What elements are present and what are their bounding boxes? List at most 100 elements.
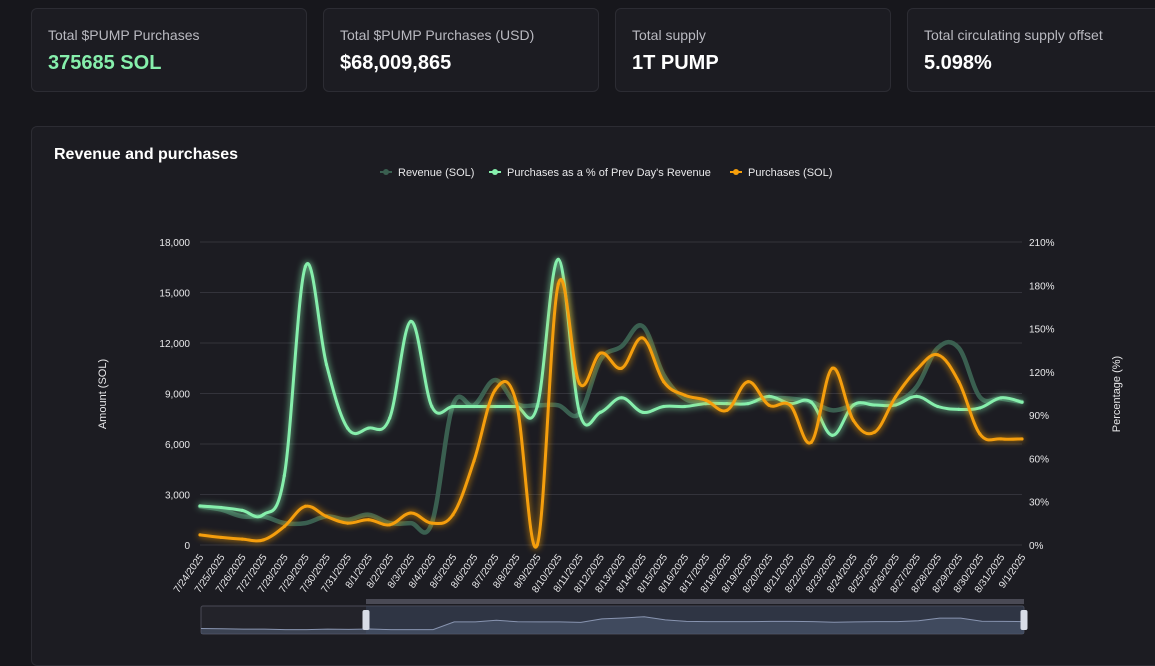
data-point[interactable] [830,408,834,412]
data-point[interactable] [936,404,940,409]
zoom-handle-right[interactable] [1020,610,1028,630]
data-point[interactable] [367,513,371,517]
data-point[interactable] [240,508,244,512]
data-point[interactable] [704,402,708,406]
data-point[interactable] [851,418,855,423]
data-point[interactable] [240,514,244,518]
data-point[interactable] [957,380,961,384]
legend-item[interactable]: Purchases as a % of Prev Day's Revenue [489,167,711,179]
data-point[interactable] [662,380,666,384]
data-point[interactable] [409,319,413,323]
data-point[interactable] [282,524,286,529]
data-point[interactable] [957,346,961,350]
data-point[interactable] [451,404,455,409]
data-point[interactable] [219,535,223,540]
data-point[interactable] [830,433,834,437]
data-point[interactable] [367,518,371,522]
data-point[interactable] [198,533,202,537]
data-point[interactable] [409,521,413,525]
data-point[interactable] [872,400,877,404]
data-point[interactable] [978,395,982,399]
data-point[interactable] [915,385,919,389]
data-point[interactable] [999,396,1003,400]
data-point[interactable] [345,518,350,522]
data-point[interactable] [767,403,771,407]
data-point[interactable] [809,400,813,404]
data-point[interactable] [746,380,750,384]
data-point[interactable] [619,396,624,400]
data-point[interactable] [788,403,792,407]
data-point[interactable] [1020,437,1024,441]
data-point[interactable] [556,403,560,407]
data-point[interactable] [556,257,560,261]
data-point[interactable] [598,410,603,414]
data-point[interactable] [683,396,687,401]
data-point[interactable] [388,523,392,527]
data-point[interactable] [936,353,940,357]
data-point[interactable] [619,366,624,370]
data-point[interactable] [472,404,476,409]
data-point[interactable] [493,378,497,382]
data-point[interactable] [345,521,350,525]
data-point[interactable] [978,432,982,436]
data-point[interactable] [999,437,1003,441]
data-point[interactable] [662,404,666,409]
data-point[interactable] [725,402,729,406]
data-point[interactable] [514,400,518,404]
data-point[interactable] [704,398,708,402]
data-point[interactable] [598,358,603,362]
data-point[interactable] [619,344,624,348]
data-point[interactable] [746,402,750,406]
data-point[interactable] [893,395,898,399]
data-point[interactable] [240,537,244,541]
data-point[interactable] [641,336,645,340]
data-point[interactable] [451,513,455,517]
series-purchases-pct[interactable] [198,257,1024,519]
data-point[interactable] [641,410,645,414]
data-point[interactable] [493,404,497,409]
data-point[interactable] [219,505,223,510]
data-point[interactable] [915,368,919,372]
data-point[interactable] [788,396,792,401]
data-point[interactable] [430,404,434,409]
zoom-top-bar[interactable] [366,599,1024,604]
series-revenue[interactable] [197,323,1025,535]
data-point[interactable] [535,404,539,409]
data-point[interactable] [872,403,877,407]
data-point[interactable] [851,403,855,407]
data-point[interactable] [725,408,729,412]
data-point[interactable] [556,282,560,286]
data-point[interactable] [367,426,371,430]
data-point[interactable] [872,430,877,434]
data-point[interactable] [893,400,898,404]
data-point[interactable] [683,393,687,397]
data-point[interactable] [936,346,940,350]
data-point[interactable] [261,538,265,542]
data-point[interactable] [472,459,476,463]
zoom-handle-left[interactable] [362,610,370,630]
data-point[interactable] [662,373,666,377]
data-point[interactable] [641,324,645,328]
data-point[interactable] [1020,400,1024,404]
data-point[interactable] [767,394,771,398]
data-point[interactable] [409,511,413,515]
data-point[interactable] [915,394,919,398]
data-point[interactable] [324,363,329,367]
data-point[interactable] [198,504,202,508]
legend-item[interactable]: Purchases (SOL) [730,167,832,179]
data-point[interactable] [303,521,307,525]
data-point[interactable] [324,514,329,518]
data-point[interactable] [345,426,350,430]
data-point[interactable] [830,366,834,370]
data-point[interactable] [577,381,581,385]
zoom-slider[interactable] [200,599,1028,635]
data-point[interactable] [577,410,581,414]
data-point[interactable] [957,407,961,411]
data-point[interactable] [809,440,813,444]
legend-item[interactable]: Revenue (SOL) [380,167,474,179]
data-point[interactable] [303,504,307,508]
data-point[interactable] [430,521,434,525]
data-point[interactable] [493,388,497,392]
data-point[interactable] [303,264,307,269]
